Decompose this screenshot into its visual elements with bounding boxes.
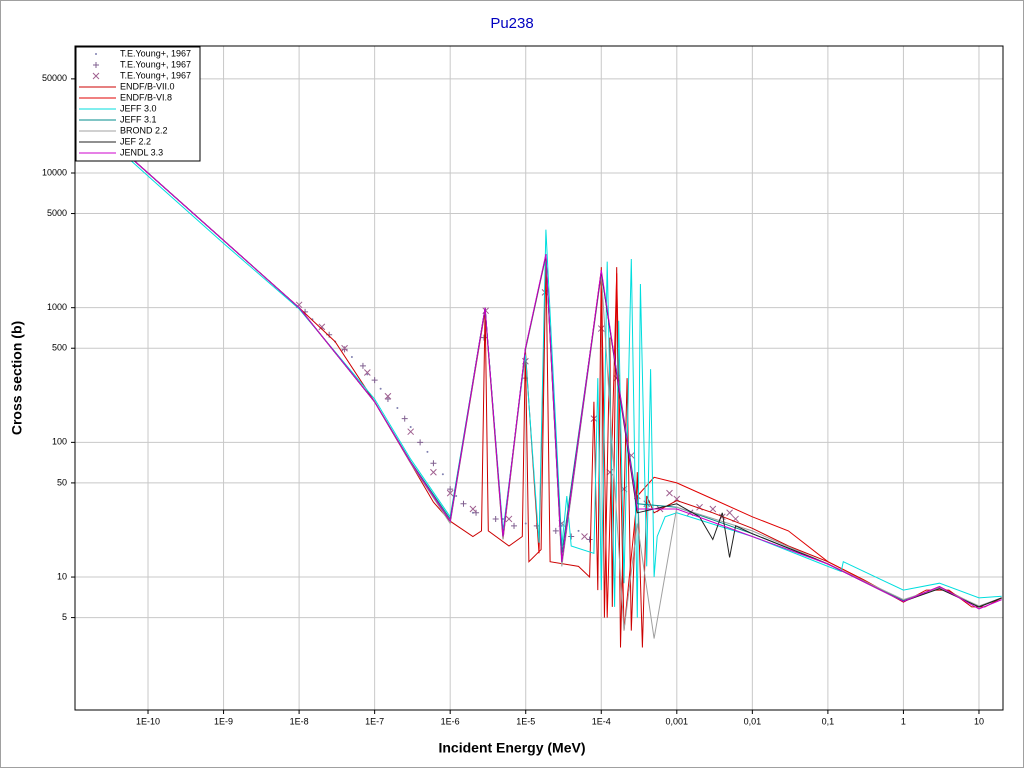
legend-label: JEFF 3.0 [120, 103, 157, 113]
data-point [524, 522, 527, 525]
x-tick-label: 1E-8 [290, 716, 309, 726]
x-tick-label: 0,1 [822, 716, 835, 726]
x-axis-label: Incident Energy (MeV) [438, 740, 585, 756]
data-point [401, 415, 408, 422]
data-point [417, 439, 424, 446]
data-point [505, 515, 513, 523]
data-point [447, 486, 454, 493]
x-tick-label: 1E-6 [441, 716, 460, 726]
y-tick-label: 1000 [47, 302, 67, 312]
data-point [341, 344, 348, 352]
y-tick-label: 5000 [47, 208, 67, 218]
y-tick-label: 5 [62, 612, 67, 622]
data-point [430, 468, 437, 476]
data-point [511, 522, 518, 529]
data-point [552, 527, 559, 534]
y-axis-label: Cross section (b) [9, 321, 25, 435]
legend-label: JEFF 3.1 [120, 114, 157, 124]
x-tick-label: 0,001 [666, 716, 689, 726]
legend-label: ENDF/B-VI.8 [120, 92, 172, 102]
data-line [75, 108, 1002, 648]
data-point [581, 533, 588, 540]
data-point [666, 489, 673, 497]
data-line [75, 108, 1002, 610]
plot-layer [75, 108, 1002, 648]
x-tick-label: 0,01 [744, 716, 762, 726]
data-point [568, 533, 575, 540]
x-tick-label: 10 [974, 716, 984, 726]
legend-label: ENDF/B-VII.0 [120, 81, 175, 91]
data-point [396, 406, 399, 409]
x-tick-label: 1 [901, 716, 906, 726]
legend-swatch [92, 72, 100, 80]
data-point [407, 428, 415, 436]
data-point [473, 509, 480, 516]
data-point [597, 325, 605, 332]
y-tick-label: 500 [52, 343, 67, 353]
legend-swatch [93, 62, 99, 68]
x-tick-label: 1E-4 [592, 716, 611, 726]
data-point [366, 373, 369, 376]
data-point [341, 346, 348, 353]
data-point [426, 450, 429, 453]
data-point [469, 505, 477, 513]
x-tick-label: 1E-5 [516, 716, 535, 726]
data-point [460, 500, 467, 507]
x-tick-label: 1E-9 [214, 716, 233, 726]
data-point [577, 529, 580, 532]
plot-area [74, 45, 1004, 711]
data-point [709, 505, 717, 513]
chart-title: Pu238 [490, 15, 533, 32]
data-point [726, 509, 733, 517]
data-point [409, 426, 412, 429]
data-point [384, 392, 392, 400]
data-point [371, 377, 378, 384]
legend-label: T.E.Young+, 1967 [120, 70, 191, 80]
data-point [492, 515, 499, 522]
y-tick-label: 10 [57, 571, 67, 581]
data-point [430, 460, 437, 467]
data-point [441, 473, 444, 476]
legend-label: T.E.Young+, 1967 [120, 48, 191, 58]
data-point [350, 356, 353, 359]
data-point [384, 395, 391, 402]
x-tick-label: 1E-7 [365, 716, 384, 726]
data-point [379, 387, 382, 390]
data-point [586, 536, 593, 543]
legend-label: JEF 2.2 [120, 136, 151, 146]
legend-label: BROND 2.2 [120, 125, 168, 135]
legend-label: T.E.Young+, 1967 [120, 59, 191, 69]
legend-swatch [95, 53, 97, 55]
data-point [455, 494, 458, 497]
data-point [359, 362, 366, 369]
y-tick-label: 10000 [42, 167, 67, 177]
y-tick-label: 50 [57, 477, 67, 487]
data-point [446, 489, 454, 497]
x-tick-label: 1E-10 [136, 716, 160, 726]
y-tick-label: 100 [52, 437, 67, 447]
y-tick-label: 50000 [42, 73, 67, 83]
legend-label: JENDL 3.3 [120, 147, 163, 157]
data-point [363, 369, 371, 376]
data-point [318, 323, 326, 331]
